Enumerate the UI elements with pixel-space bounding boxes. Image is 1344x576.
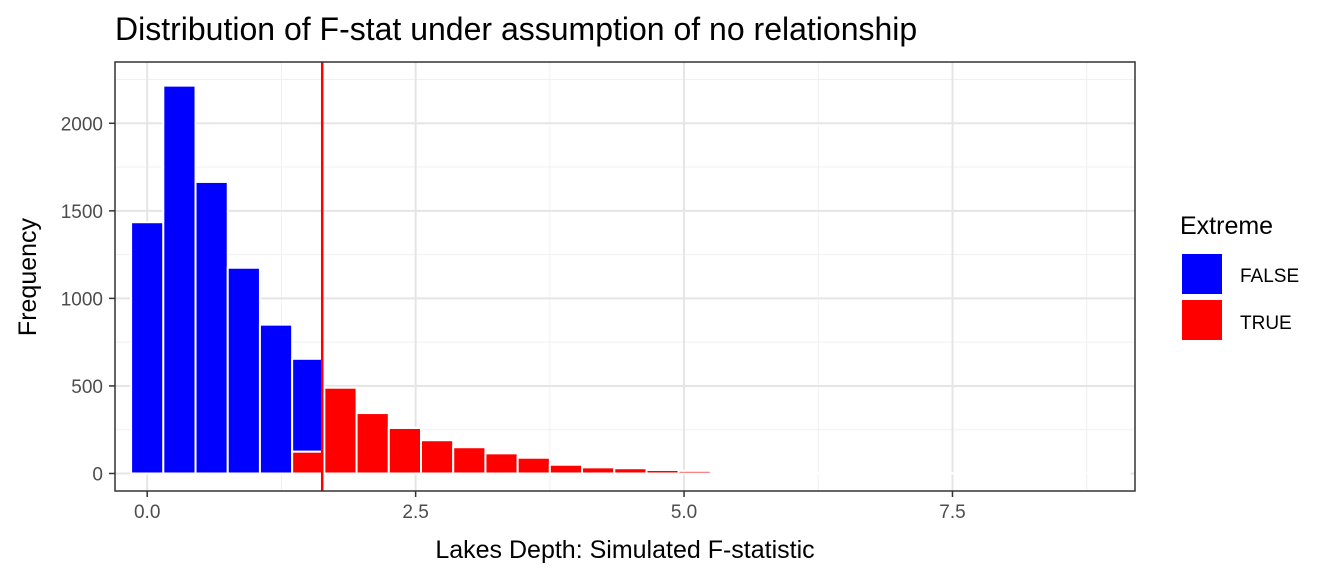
y-tick-label: 0 <box>92 464 103 485</box>
y-tick-label: 1500 <box>61 202 103 223</box>
legend-key-false <box>1182 254 1222 294</box>
panel-border <box>114 61 1136 492</box>
y-tick-label: 2000 <box>61 114 103 135</box>
bar-true <box>291 450 326 475</box>
bar-false <box>162 84 197 475</box>
x-tick-label: 7.5 <box>939 502 965 523</box>
bar-false <box>291 357 326 453</box>
bar-true <box>420 439 455 475</box>
bar-false <box>258 323 294 475</box>
legend-label-true: TRUE <box>1240 313 1292 334</box>
x-tick-label: 0.0 <box>134 502 160 523</box>
legend-key-true <box>1182 300 1222 340</box>
y-tick-label: 500 <box>71 377 103 398</box>
bar-false <box>130 221 165 475</box>
bar-true <box>323 386 358 475</box>
y-tick-label: 1000 <box>61 289 103 310</box>
bar-true <box>581 466 616 475</box>
bar-true <box>484 452 519 475</box>
chart-title: Distribution of F-stat under assumption … <box>115 11 917 47</box>
x-tick-label: 2.5 <box>402 502 428 523</box>
bar-true <box>387 426 422 475</box>
bar-true <box>613 467 648 475</box>
bar-false <box>226 266 261 475</box>
y-axis-title: Frequency <box>14 217 42 336</box>
plot-panel: 0.0 2.5 5.0 7.5 0 500 1000 1500 2000 <box>61 61 1136 523</box>
bar-true <box>774 471 809 475</box>
bar-true <box>709 470 745 475</box>
bar-true <box>742 471 777 475</box>
x-tick-label: 5.0 <box>671 502 697 523</box>
bar-true <box>452 446 487 475</box>
bar-true <box>677 469 712 475</box>
x-axis-title: Lakes Depth: Simulated F-statistic <box>435 536 814 564</box>
bar-false <box>194 180 229 475</box>
bar-true <box>548 463 584 475</box>
bar-true <box>516 456 551 475</box>
legend: Extreme FALSE TRUE <box>1180 212 1299 340</box>
legend-label-false: FALSE <box>1240 266 1299 287</box>
bar-true <box>645 468 680 475</box>
bar-true <box>355 412 390 475</box>
legend-title: Extreme <box>1180 212 1273 240</box>
